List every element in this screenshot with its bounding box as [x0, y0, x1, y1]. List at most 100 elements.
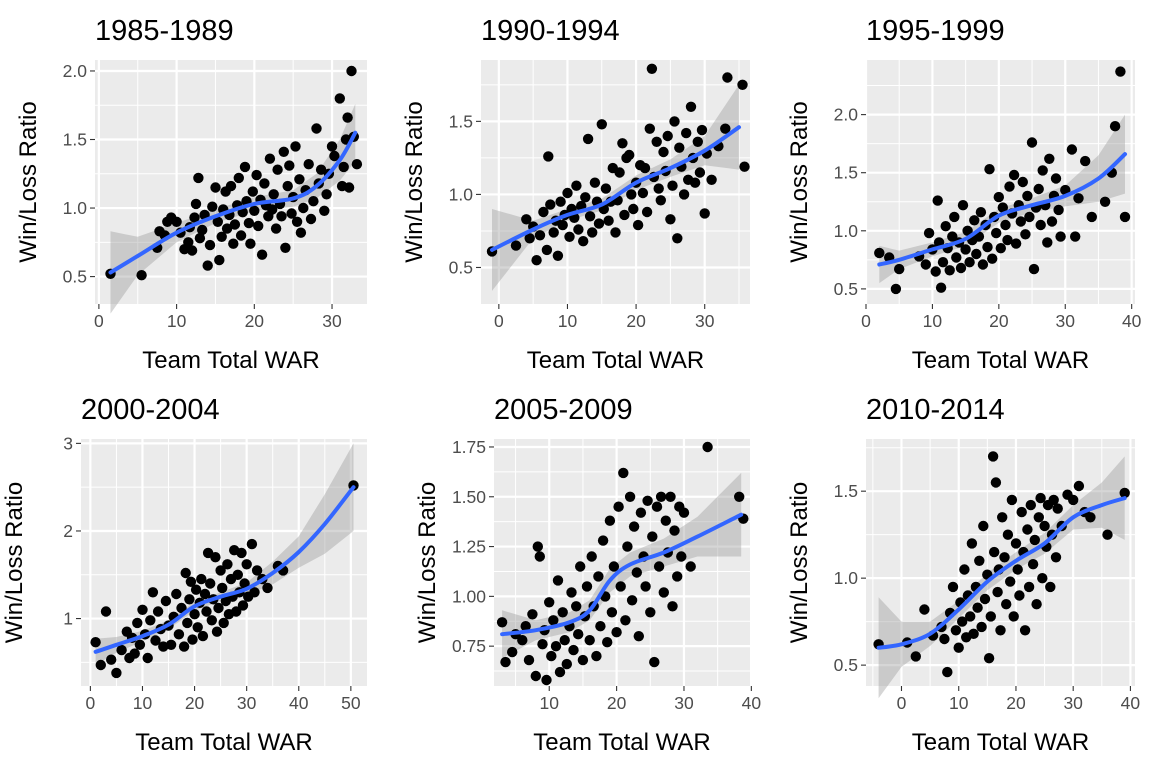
data-point — [637, 187, 649, 199]
facet-title: 1985-1989 — [95, 15, 234, 47]
data-point — [987, 253, 998, 264]
data-point — [243, 217, 255, 229]
y-tick-label: 1.0 — [63, 198, 88, 218]
y-axis-label: Win/Loss Ratio — [1, 482, 28, 643]
data-point — [959, 564, 970, 575]
x-axis-label: Team Total WAR — [912, 347, 1089, 374]
data-point — [626, 595, 638, 606]
data-point — [635, 507, 647, 518]
data-point — [999, 552, 1010, 563]
data-point — [566, 587, 577, 598]
y-tick-label: 1.5 — [834, 481, 858, 501]
data-point — [239, 161, 251, 173]
data-point — [587, 227, 598, 238]
data-point — [739, 161, 750, 172]
data-point — [669, 525, 680, 536]
data-point — [942, 666, 953, 678]
data-point — [215, 565, 226, 576]
data-point — [334, 93, 345, 104]
data-point — [1109, 121, 1121, 132]
data-point — [692, 136, 703, 147]
data-point — [606, 607, 618, 618]
data-point — [284, 160, 295, 171]
data-point — [221, 223, 233, 234]
data-point — [245, 238, 256, 249]
data-point — [206, 615, 217, 626]
y-tick-label: 0.75 — [452, 636, 486, 656]
data-point — [190, 584, 202, 595]
data-point — [197, 224, 208, 236]
data-point — [681, 127, 692, 139]
data-point — [1039, 520, 1050, 532]
data-point — [578, 236, 589, 247]
y-tick-label: 1.00 — [452, 586, 486, 606]
data-point — [678, 507, 690, 518]
y-tick-label: 1.0 — [834, 221, 859, 241]
data-point — [326, 141, 338, 152]
data-point — [1046, 216, 1058, 227]
data-point — [571, 180, 582, 191]
data-point — [615, 581, 626, 592]
data-point — [582, 133, 594, 145]
data-point — [500, 656, 511, 668]
x-tick-label: 30 — [322, 311, 342, 331]
data-point — [1068, 494, 1079, 506]
data-point — [185, 576, 197, 587]
data-point — [202, 260, 213, 271]
data-point — [192, 622, 203, 633]
data-point — [982, 241, 993, 253]
data-point — [521, 214, 532, 225]
data-point — [987, 451, 999, 462]
data-point — [995, 625, 1006, 636]
data-point — [1033, 512, 1045, 523]
data-point — [1052, 503, 1063, 514]
data-point — [231, 606, 242, 617]
data-point — [962, 225, 973, 236]
data-point — [624, 149, 635, 161]
data-point — [978, 520, 989, 532]
data-point — [342, 112, 353, 123]
x-tick-label: 30 — [237, 693, 257, 713]
data-point — [1053, 204, 1064, 216]
data-point — [218, 617, 229, 629]
data-point — [669, 116, 680, 127]
data-point — [614, 167, 625, 178]
data-point — [510, 240, 522, 251]
data-point — [548, 615, 559, 626]
data-point — [1050, 173, 1062, 184]
data-point — [1022, 524, 1033, 535]
data-point — [573, 629, 584, 640]
x-axis-label: Team Total WAR — [527, 347, 704, 374]
facet-panel-2005-2009: 10 20 30 40 0.75 1.00 1.25 1.50 1.75 2005-2009 Tea… — [414, 394, 761, 756]
data-point — [1102, 529, 1113, 540]
data-point — [1017, 176, 1028, 188]
data-point — [937, 257, 949, 268]
data-point — [1002, 234, 1013, 246]
data-point — [173, 629, 185, 640]
data-point — [989, 546, 1000, 558]
y-tick-label: 1.0 — [449, 184, 474, 204]
facet-title: 2010-2014 — [866, 394, 1005, 426]
data-point — [617, 138, 628, 149]
data-point — [702, 441, 713, 453]
data-point — [182, 617, 193, 629]
data-point — [1044, 153, 1055, 164]
data-point — [640, 581, 651, 592]
facet-title: 2000-2004 — [81, 394, 220, 426]
y-tick-label: 1.5 — [834, 163, 858, 183]
x-tick-label: 20 — [607, 693, 627, 713]
data-point — [193, 172, 204, 184]
data-point — [1028, 263, 1040, 275]
x-tick-label: 0 — [494, 311, 504, 331]
data-point — [641, 206, 653, 218]
data-point — [628, 521, 640, 532]
data-point — [280, 242, 291, 253]
data-point — [183, 237, 194, 248]
data-point — [232, 569, 243, 580]
data-point — [1015, 216, 1026, 227]
data-point — [189, 212, 200, 223]
data-point — [971, 248, 982, 260]
data-point — [534, 230, 546, 241]
y-tick-label: 1.5 — [63, 130, 87, 150]
data-point — [184, 594, 195, 605]
